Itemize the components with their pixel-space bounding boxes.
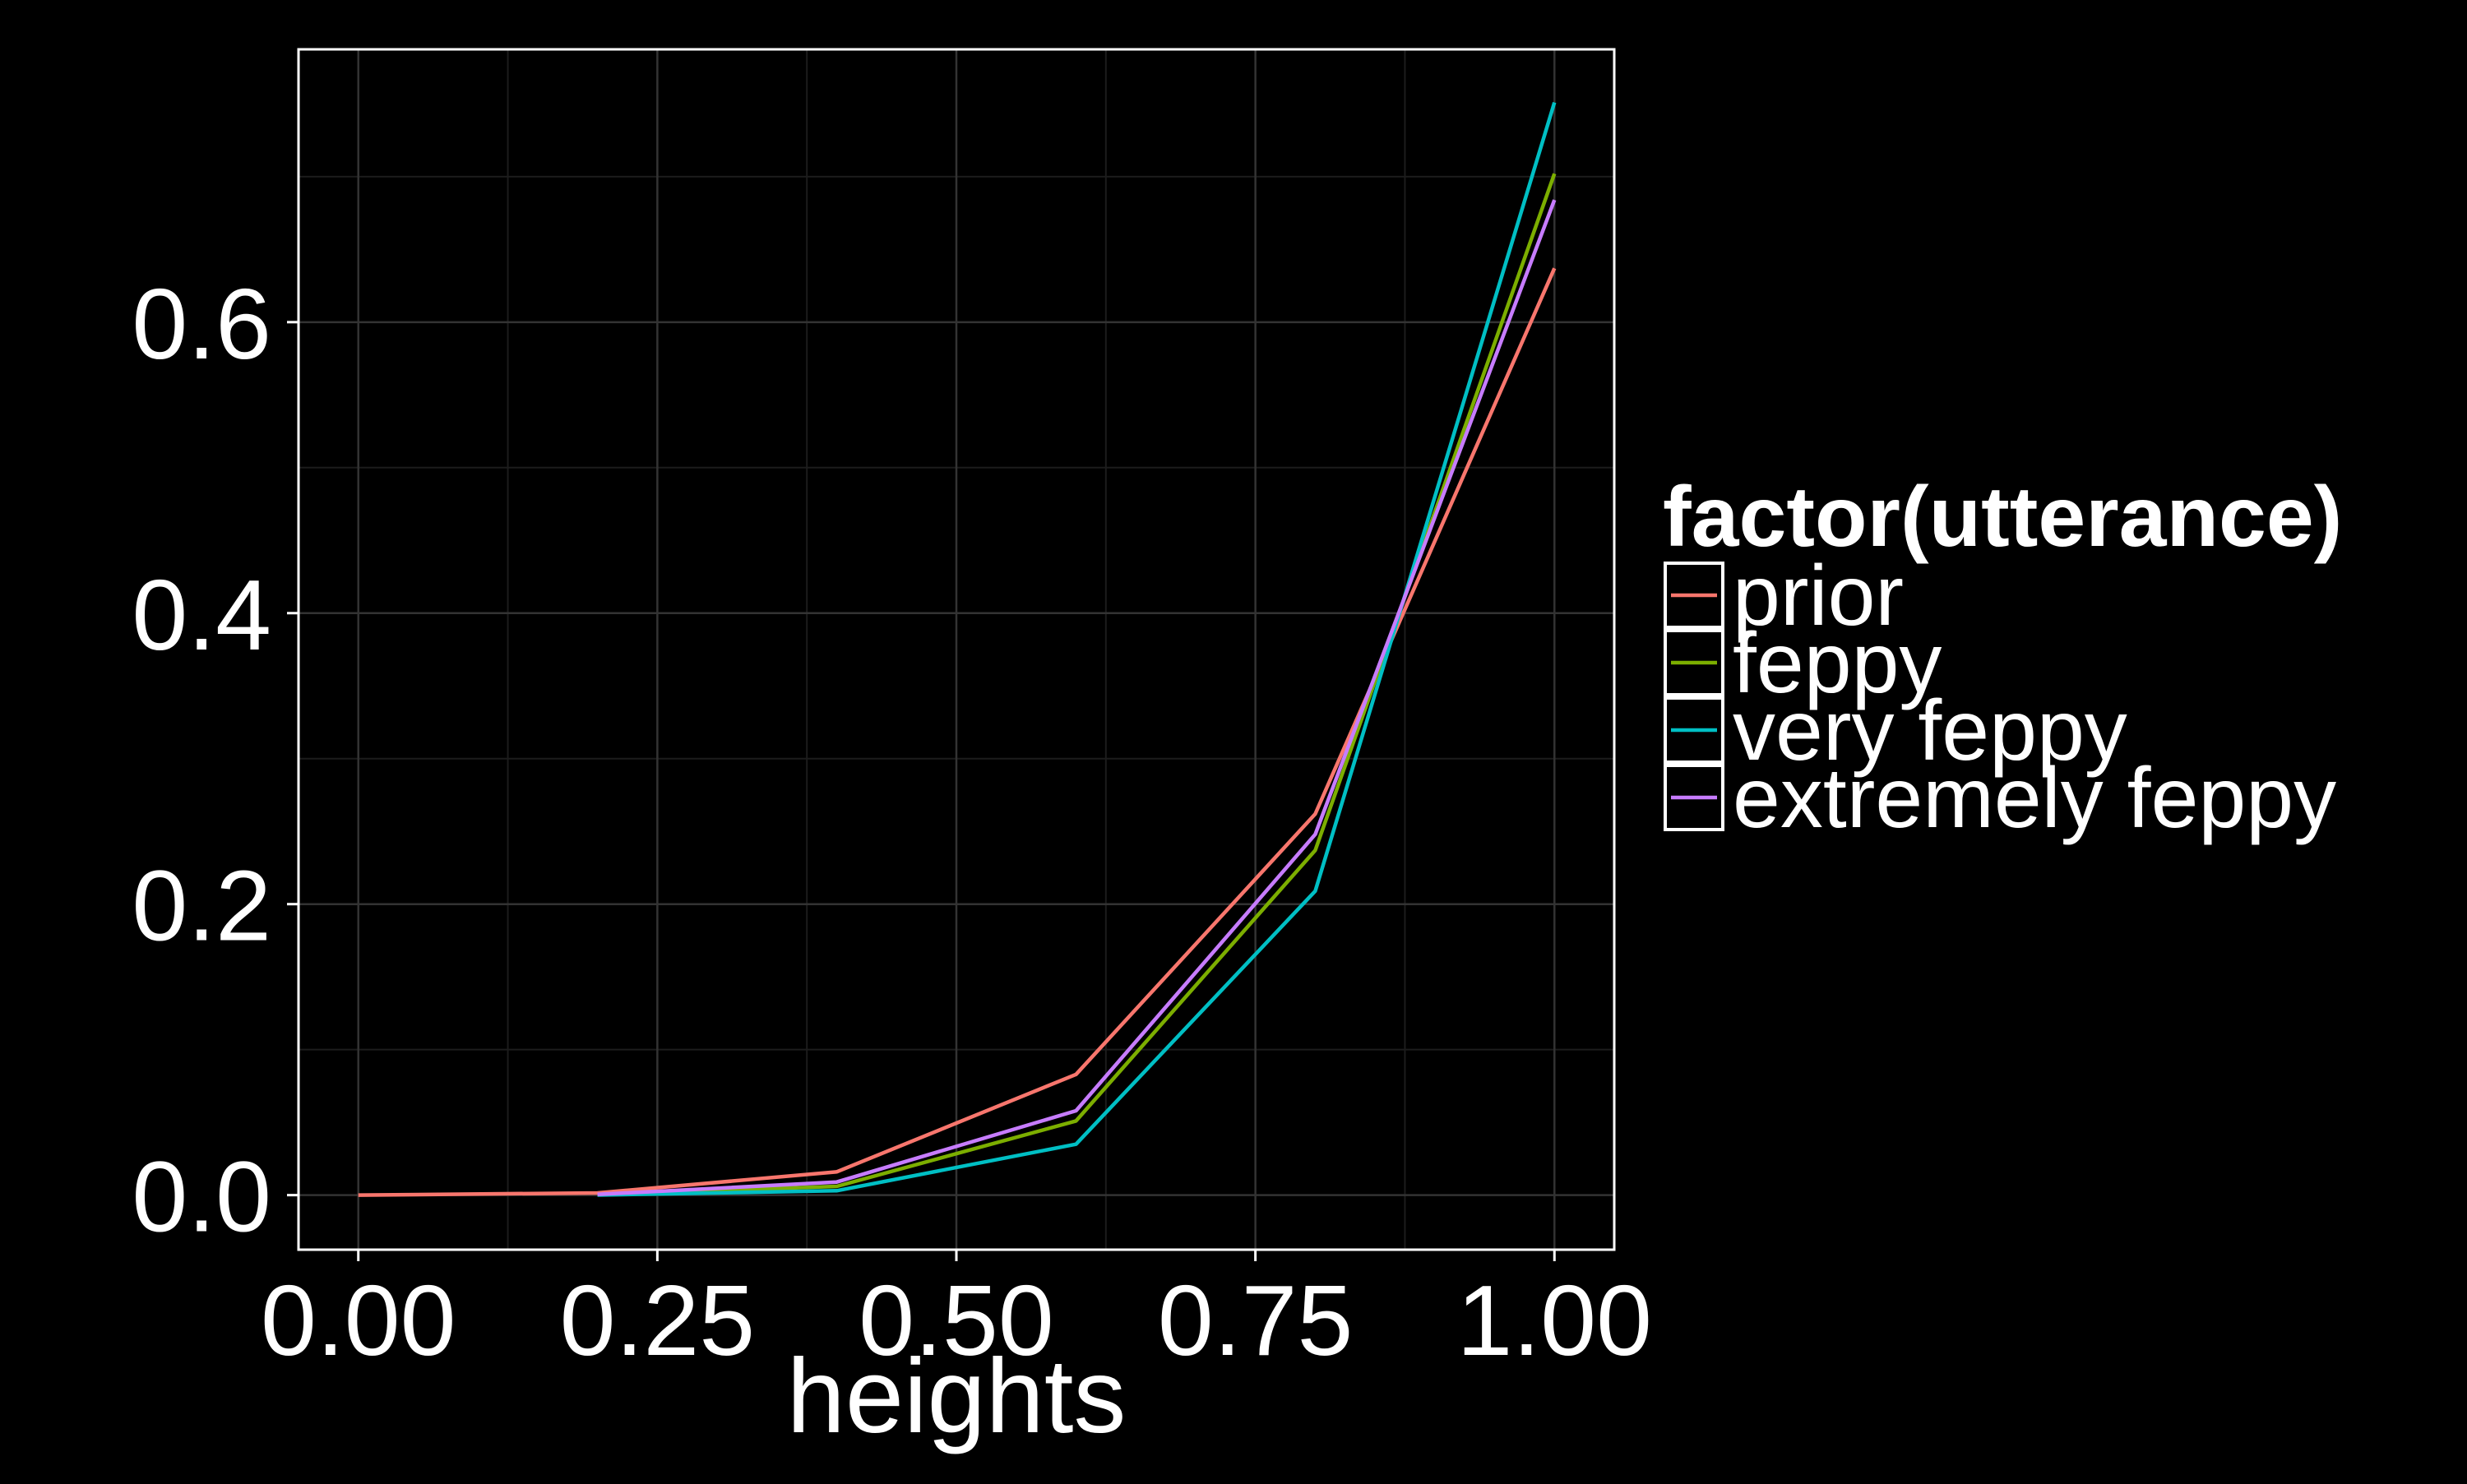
series-line-extremely-feppy [597,199,1557,1197]
series-layer [358,101,1557,1197]
x-tick-label: 0.75 [1158,1264,1353,1376]
legend-key-box [1664,629,1724,696]
x-tick-label: 0.00 [261,1264,456,1376]
y-tick-label: 0.4 [132,559,271,671]
legend-label: prior [1733,548,1904,644]
grid-layer [299,49,1614,1250]
legend-title: factor(utterance) [1663,469,2342,565]
y-tick-label: 0.0 [132,1141,271,1253]
legend-key-box [1664,562,1724,629]
series-line-prior [358,267,1557,1197]
y-tick-label: 0.6 [132,268,271,380]
legend-key-box [1664,764,1724,831]
legend-label: extremely feppy [1733,751,2336,846]
x-tick-label: 0.25 [560,1264,755,1376]
x-tick-label: 0.50 [859,1264,1053,1376]
axis-layer: 0.00 0.25 0.50 0.75 1.00 0.0 0.2 0.4 0.6 [132,268,1652,1376]
y-tick-label: 0.2 [132,850,271,962]
legend-key-box [1664,696,1724,764]
series-line-feppy [597,173,1557,1197]
x-axis-title: heights [787,1338,1127,1455]
legend-label: very feppy [1733,683,2127,779]
series-line-very-feppy [597,101,1557,1197]
x-tick-label: 1.00 [1457,1264,1652,1376]
legend-label: feppy [1733,616,1942,711]
